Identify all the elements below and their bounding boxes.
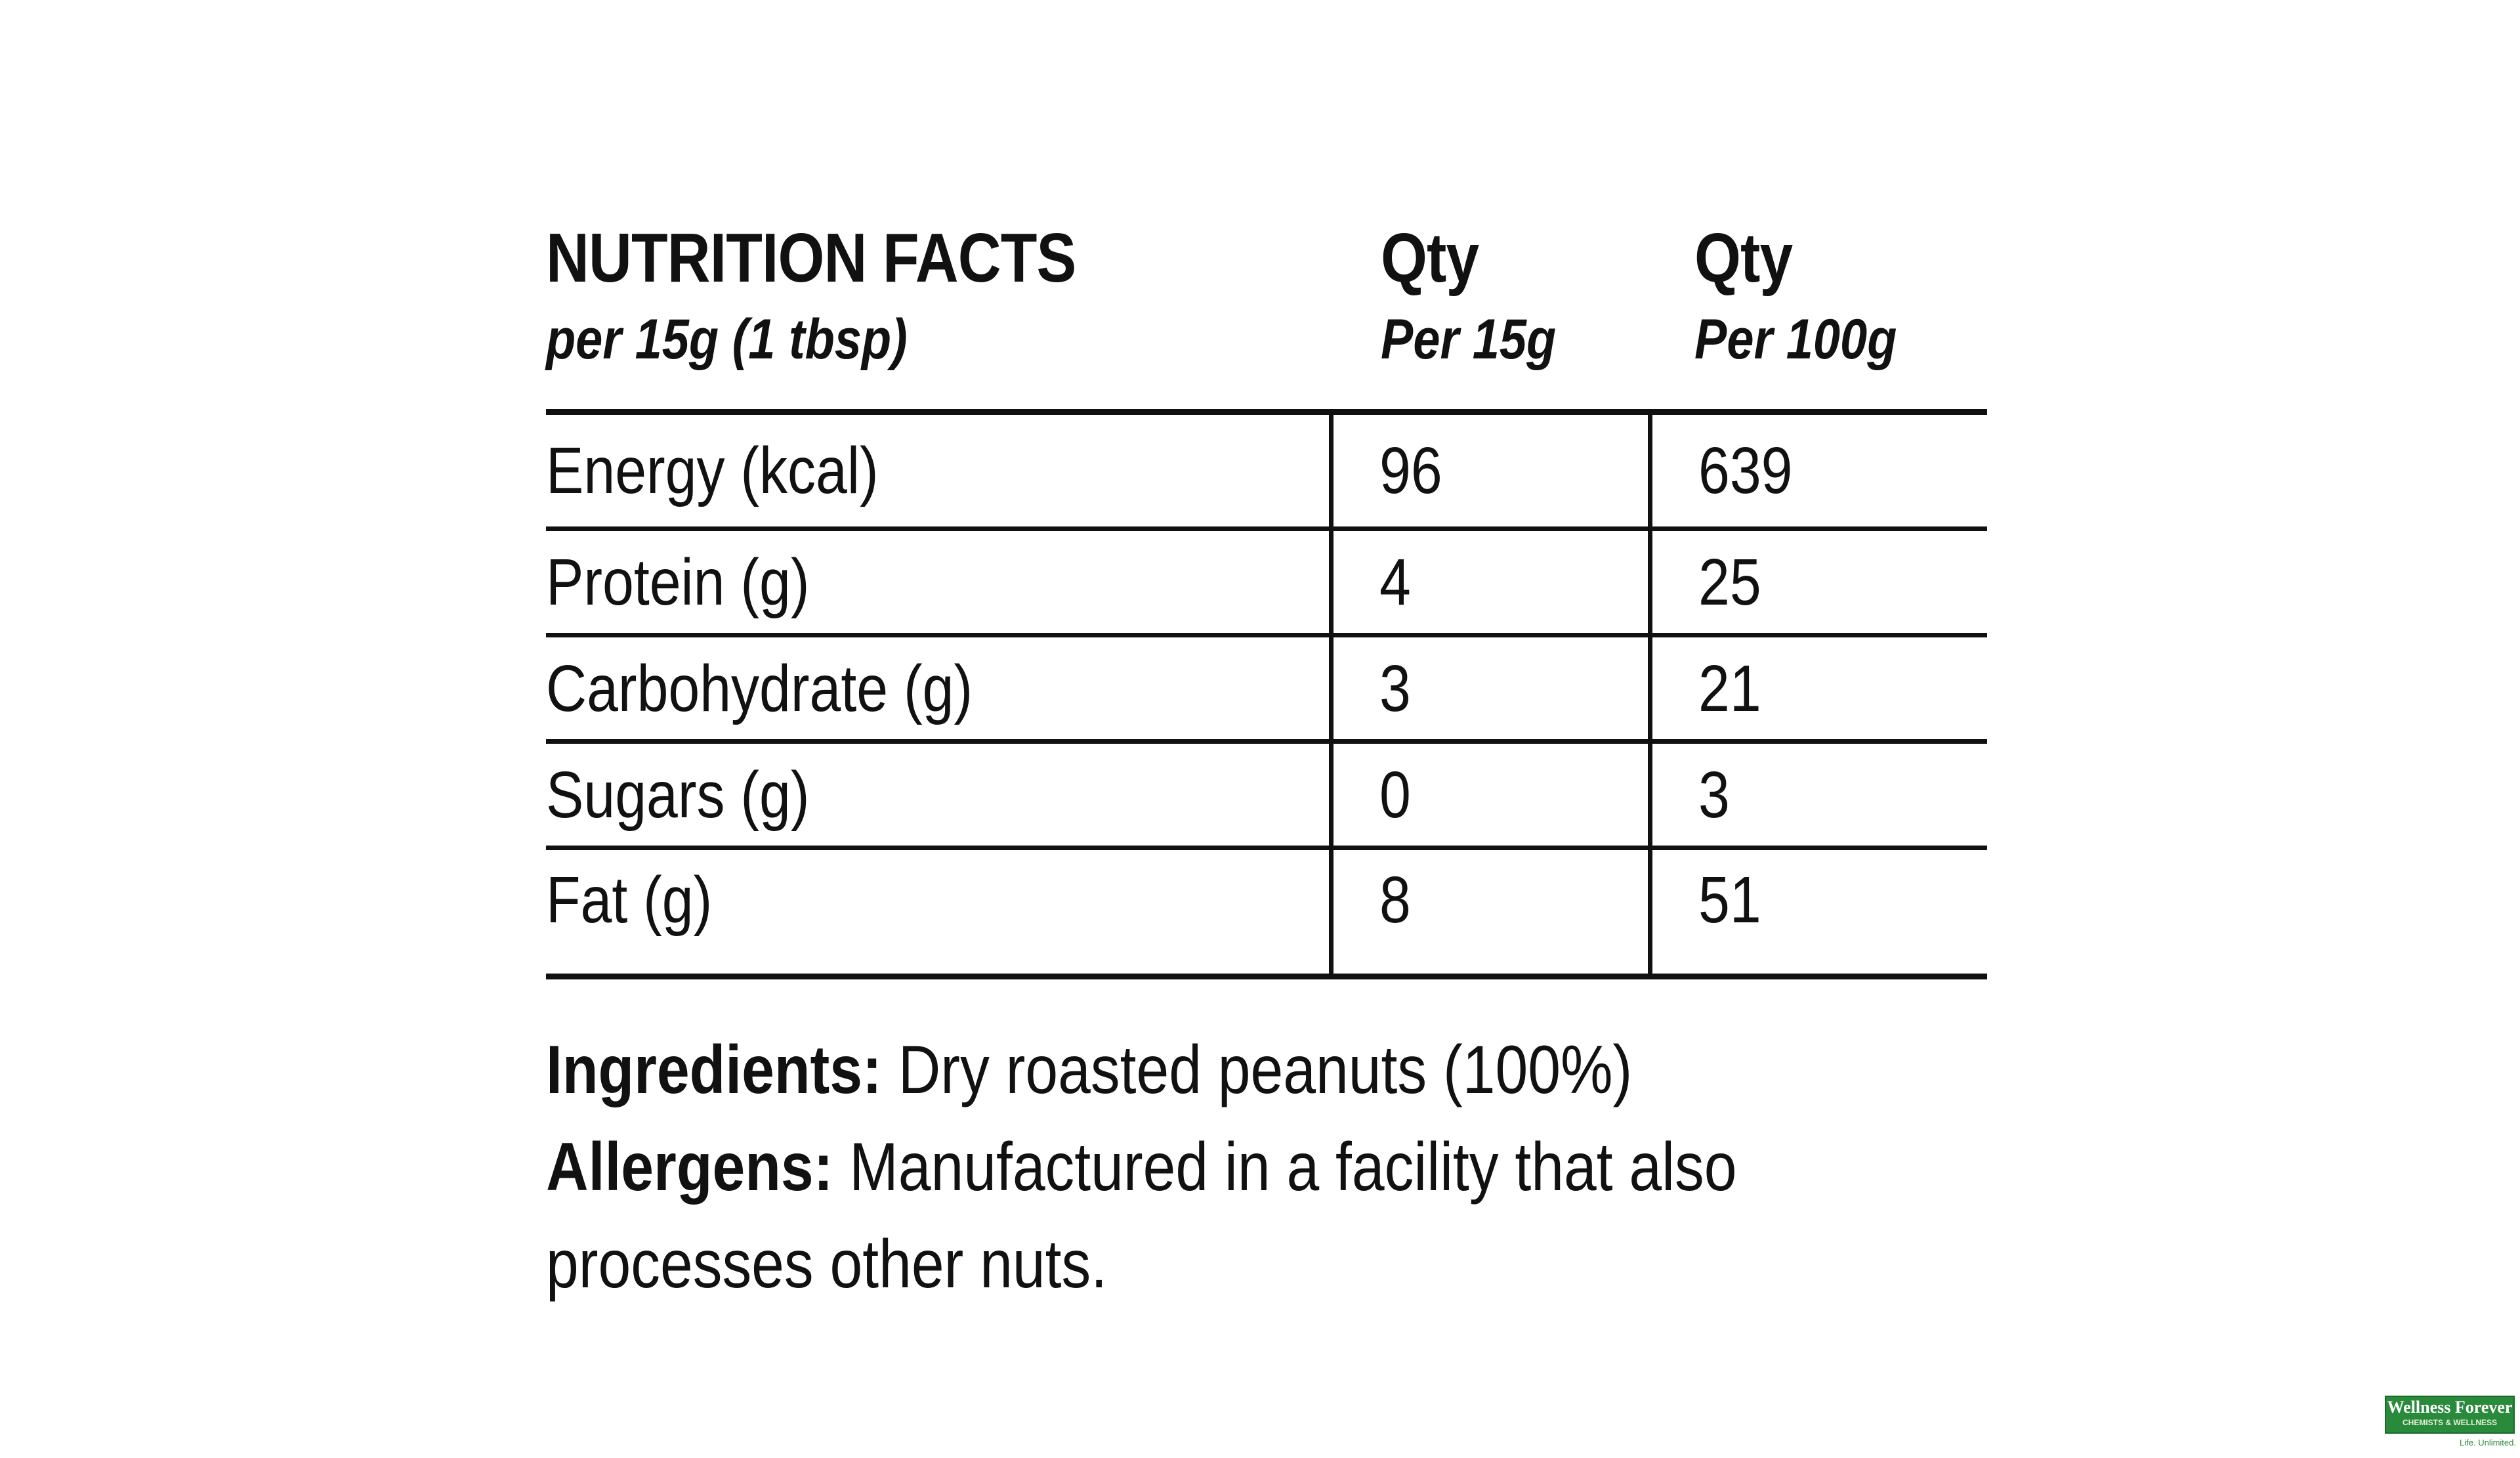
per15-subtitle: Per 15g <box>1381 308 1557 371</box>
nutrition-table: Energy (kcal) 96 639 Protein (g) 4 25 Ca… <box>546 409 1987 979</box>
per15-value-text: 3 <box>1379 651 1411 725</box>
per100-value: 25 <box>1647 526 1987 635</box>
allergens-label: Allergens: <box>546 1129 833 1205</box>
nutrient-label: Energy (kcal) <box>546 412 1331 529</box>
nutrient-label: Sugars (g) <box>546 739 1331 848</box>
nutrient-label-text: Protein (g) <box>546 545 810 619</box>
nutrient-label-text: Sugars (g) <box>546 758 810 832</box>
per100-title: Qty <box>1694 219 1793 297</box>
table-row: Protein (g) 4 25 <box>546 526 1987 635</box>
nutrient-label: Fat (g) <box>546 846 1331 977</box>
per100-value: 639 <box>1647 412 1987 529</box>
logo-brand: Wellness Forever <box>2387 1398 2513 1417</box>
nutrition-panel: NUTRITION FACTS per 15g (1 tbsp) Qty Per… <box>546 223 1987 1313</box>
per15-value: 4 <box>1328 526 1650 635</box>
table-row: Fat (g) 8 51 <box>546 846 1987 977</box>
logo-tagline: Life. Unlimited. <box>2460 1438 2516 1447</box>
logo-subtitle: CHEMISTS & WELLNESS <box>2402 1418 2497 1427</box>
ingredients-label: Ingredients: <box>546 1032 882 1108</box>
per15-value: 96 <box>1328 412 1650 529</box>
per15-value-text: 8 <box>1379 863 1411 937</box>
per100-value-text: 639 <box>1698 434 1792 507</box>
per15-value-text: 4 <box>1379 545 1411 619</box>
table-row: Energy (kcal) 96 639 <box>546 412 1987 529</box>
per15-title: Qty <box>1381 219 1479 297</box>
per15-value: 0 <box>1328 739 1650 848</box>
allergens-line: Allergens: Manufactured in a facility th… <box>546 1119 1985 1313</box>
per15-value-text: 96 <box>1379 434 1442 507</box>
per15-value: 8 <box>1328 846 1650 977</box>
ingredients-line: Ingredients: Dry roasted peanuts (100%) <box>546 1021 1985 1119</box>
nutrition-title: NUTRITION FACTS <box>546 219 1076 297</box>
nutrient-label: Protein (g) <box>546 526 1331 635</box>
per100-value-text: 21 <box>1698 651 1761 725</box>
nutrient-label-text: Energy (kcal) <box>546 434 879 507</box>
allergens-text: Manufactured in a facility that also pro… <box>546 1129 1737 1302</box>
per100-subtitle: Per 100g <box>1694 308 1897 371</box>
serving-size: per 15g (1 tbsp) <box>546 308 908 371</box>
header-title-column: NUTRITION FACTS per 15g (1 tbsp) <box>546 223 1162 368</box>
per100-value-text: 51 <box>1698 863 1761 937</box>
per100-value: 21 <box>1647 633 1987 742</box>
nutrient-label-text: Carbohydrate (g) <box>546 651 973 725</box>
logo-box: Wellness Forever CHEMISTS & WELLNESS <box>2385 1396 2515 1434</box>
nutrient-label: Carbohydrate (g) <box>546 633 1331 742</box>
label-notes: Ingredients: Dry roasted peanuts (100%) … <box>546 1021 1987 1313</box>
per100-value: 51 <box>1647 846 1987 977</box>
per15-value-text: 0 <box>1379 758 1411 832</box>
nutrient-label-text: Fat (g) <box>546 863 713 937</box>
wellness-forever-logo: Wellness Forever CHEMISTS & WELLNESS Lif… <box>2385 1396 2516 1452</box>
table-row: Carbohydrate (g) 3 21 <box>546 633 1987 742</box>
header-per15-column: Qty Per 15g <box>1381 223 1585 368</box>
ingredients-text: Dry roasted peanuts (100%) <box>898 1032 1633 1108</box>
per100-value-text: 3 <box>1698 758 1730 832</box>
per100-value-text: 25 <box>1698 545 1761 619</box>
per15-value: 3 <box>1328 633 1650 742</box>
nutrition-header: NUTRITION FACTS per 15g (1 tbsp) Qty Per… <box>546 223 1987 409</box>
table-row: Sugars (g) 0 3 <box>546 739 1987 848</box>
per100-value: 3 <box>1647 739 1987 848</box>
header-per100-column: Qty Per 100g <box>1694 223 1930 368</box>
